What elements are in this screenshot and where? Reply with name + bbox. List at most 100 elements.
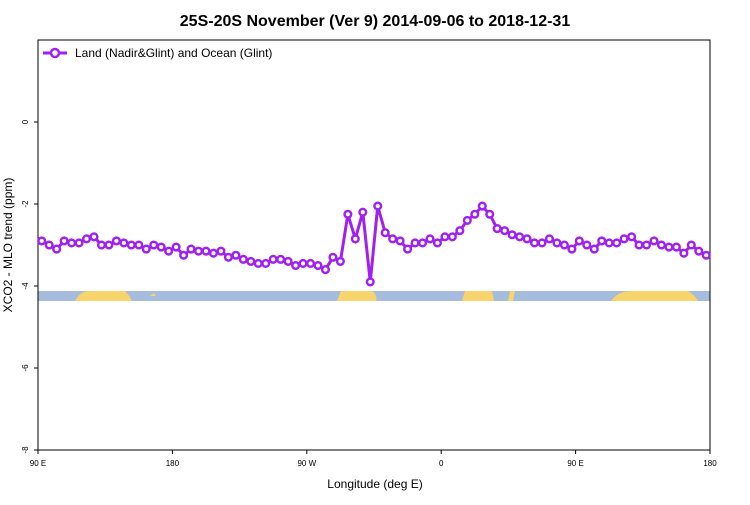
data-point xyxy=(515,232,525,242)
data-point xyxy=(59,236,69,246)
data-point xyxy=(589,244,599,254)
data-point xyxy=(373,201,383,211)
data-point xyxy=(582,240,592,250)
data-point xyxy=(410,238,420,248)
data-point xyxy=(432,238,443,248)
y-axis-label: XCO2 - MLO trend (ppm) xyxy=(1,178,15,313)
data-point xyxy=(111,236,121,246)
data-point xyxy=(74,238,84,248)
data-point xyxy=(686,240,696,250)
x-tick-label: 90 E xyxy=(567,459,583,468)
data-point xyxy=(537,238,547,248)
data-point xyxy=(529,238,540,248)
plot-frame xyxy=(37,39,711,451)
data-point xyxy=(89,232,99,242)
data-point xyxy=(417,238,428,248)
data-point xyxy=(395,236,405,246)
y-tick-label: -8 xyxy=(21,446,30,454)
data-point xyxy=(477,201,487,211)
data-point xyxy=(641,240,652,250)
data-point xyxy=(522,234,532,244)
data-point xyxy=(604,238,614,248)
data-point xyxy=(612,238,622,248)
data-point xyxy=(343,209,353,219)
data-point xyxy=(694,246,704,256)
data-point xyxy=(485,209,495,219)
data-point xyxy=(298,258,308,269)
data-point xyxy=(500,226,510,236)
data-point xyxy=(96,240,107,250)
data-point xyxy=(216,246,226,256)
data-point xyxy=(552,238,562,248)
y-tick-label: 0 xyxy=(21,119,30,124)
data-point xyxy=(365,277,375,287)
data-point xyxy=(37,236,47,246)
x-tick-label: 90 E xyxy=(30,459,46,468)
x-tick-label: 180 xyxy=(166,459,180,468)
data-point xyxy=(559,240,569,250)
data-point xyxy=(201,246,211,256)
x-axis-label: Longitude (deg E) xyxy=(327,477,422,491)
data-point xyxy=(193,246,204,256)
data-point xyxy=(291,260,301,271)
data-point xyxy=(671,242,681,252)
data-point xyxy=(619,234,629,244)
data-point xyxy=(305,258,316,269)
data-point xyxy=(126,240,136,250)
data-point xyxy=(597,236,607,246)
data-point xyxy=(283,256,293,266)
data-point xyxy=(313,260,323,271)
data-point xyxy=(246,256,256,266)
data-point xyxy=(223,252,233,262)
data-point xyxy=(104,240,114,250)
data-point xyxy=(447,232,457,242)
data-point xyxy=(253,258,263,269)
data-point xyxy=(141,244,151,254)
data-point xyxy=(320,265,331,275)
data-point xyxy=(231,250,241,260)
data-point xyxy=(470,209,480,219)
data-point xyxy=(507,230,517,240)
data-point xyxy=(171,242,181,252)
data-point xyxy=(261,258,271,269)
data-point xyxy=(455,226,465,236)
data-point xyxy=(462,215,472,225)
data-point xyxy=(403,244,413,254)
data-point xyxy=(156,242,166,252)
x-tick-label: 90 W xyxy=(297,459,316,468)
x-tick-label: 180 xyxy=(703,459,717,468)
data-point xyxy=(186,244,196,254)
data-point xyxy=(52,244,62,254)
data-point xyxy=(544,234,555,244)
data-point xyxy=(679,248,689,258)
data-point xyxy=(634,240,644,250)
y-tick-label: -4 xyxy=(21,282,30,290)
data-point xyxy=(574,236,584,246)
data-point xyxy=(701,250,711,260)
data-point xyxy=(358,207,368,217)
data-point xyxy=(208,248,219,258)
data-point xyxy=(149,240,159,250)
data-point xyxy=(567,244,577,254)
legend-label: Land (Nadir&Glint) and Ocean (Glint) xyxy=(75,46,272,60)
data-point xyxy=(134,240,144,250)
data-point xyxy=(44,240,54,250)
data-point xyxy=(425,234,435,244)
data-point xyxy=(492,224,502,234)
data-point xyxy=(656,240,667,250)
y-tick-label: -2 xyxy=(21,200,30,208)
data-point xyxy=(276,254,286,264)
data-point xyxy=(164,246,174,256)
chart-title: 25S-20S November (Ver 9) 2014-09-06 to 2… xyxy=(180,13,571,30)
data-point xyxy=(380,228,390,238)
data-point xyxy=(335,256,345,266)
data-point xyxy=(388,234,398,244)
map-strip xyxy=(38,291,710,301)
legend-marker xyxy=(49,47,61,59)
data-point xyxy=(328,252,338,262)
data-point xyxy=(350,234,360,244)
y-tick-label: -6 xyxy=(21,364,30,372)
data-point xyxy=(67,238,77,248)
data-point xyxy=(81,234,92,244)
